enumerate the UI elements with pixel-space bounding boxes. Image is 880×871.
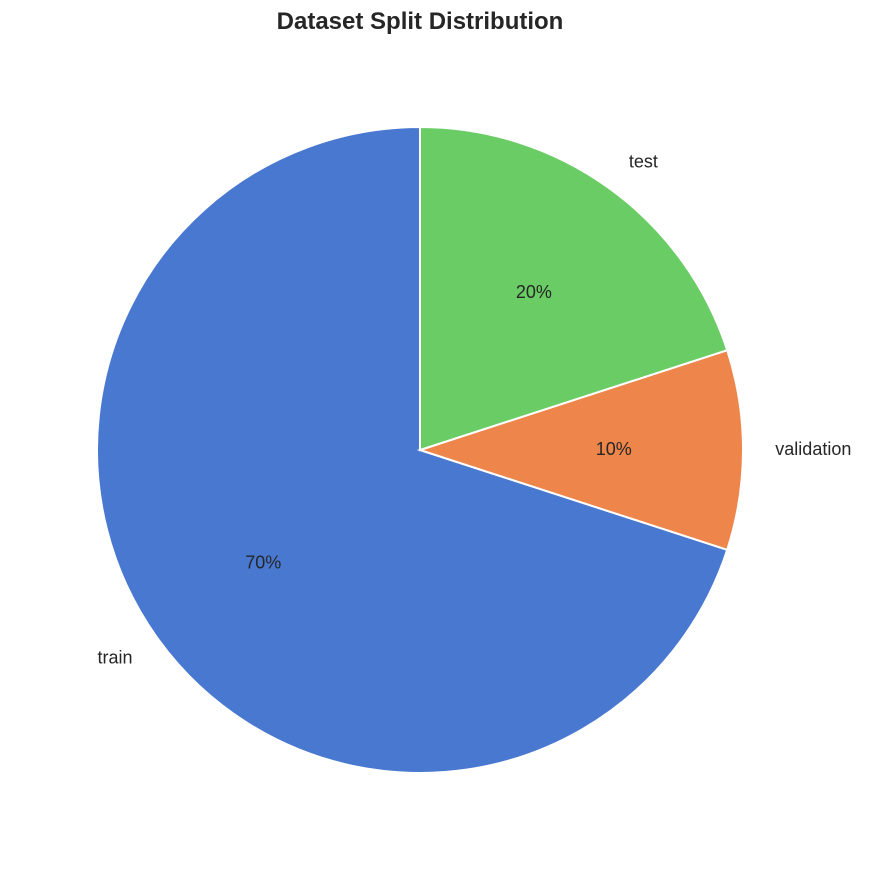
pie-slices [96,125,744,774]
pie-labels: train 70% validation 10% test 20% [98,151,852,667]
slice-label-test: test [629,151,658,171]
slice-label-train: train [98,648,133,668]
chart-title: Dataset Split Distribution [276,8,564,35]
pie-slice-test [419,125,729,452]
pie-slice-train [96,125,729,774]
pie-slice-validation [416,348,744,552]
slice-label-validation: validation [775,439,851,459]
slice-percent-test: 20% [516,282,552,302]
slice-percent-validation: 10% [596,439,632,459]
slice-percent-train: 70% [245,553,281,573]
